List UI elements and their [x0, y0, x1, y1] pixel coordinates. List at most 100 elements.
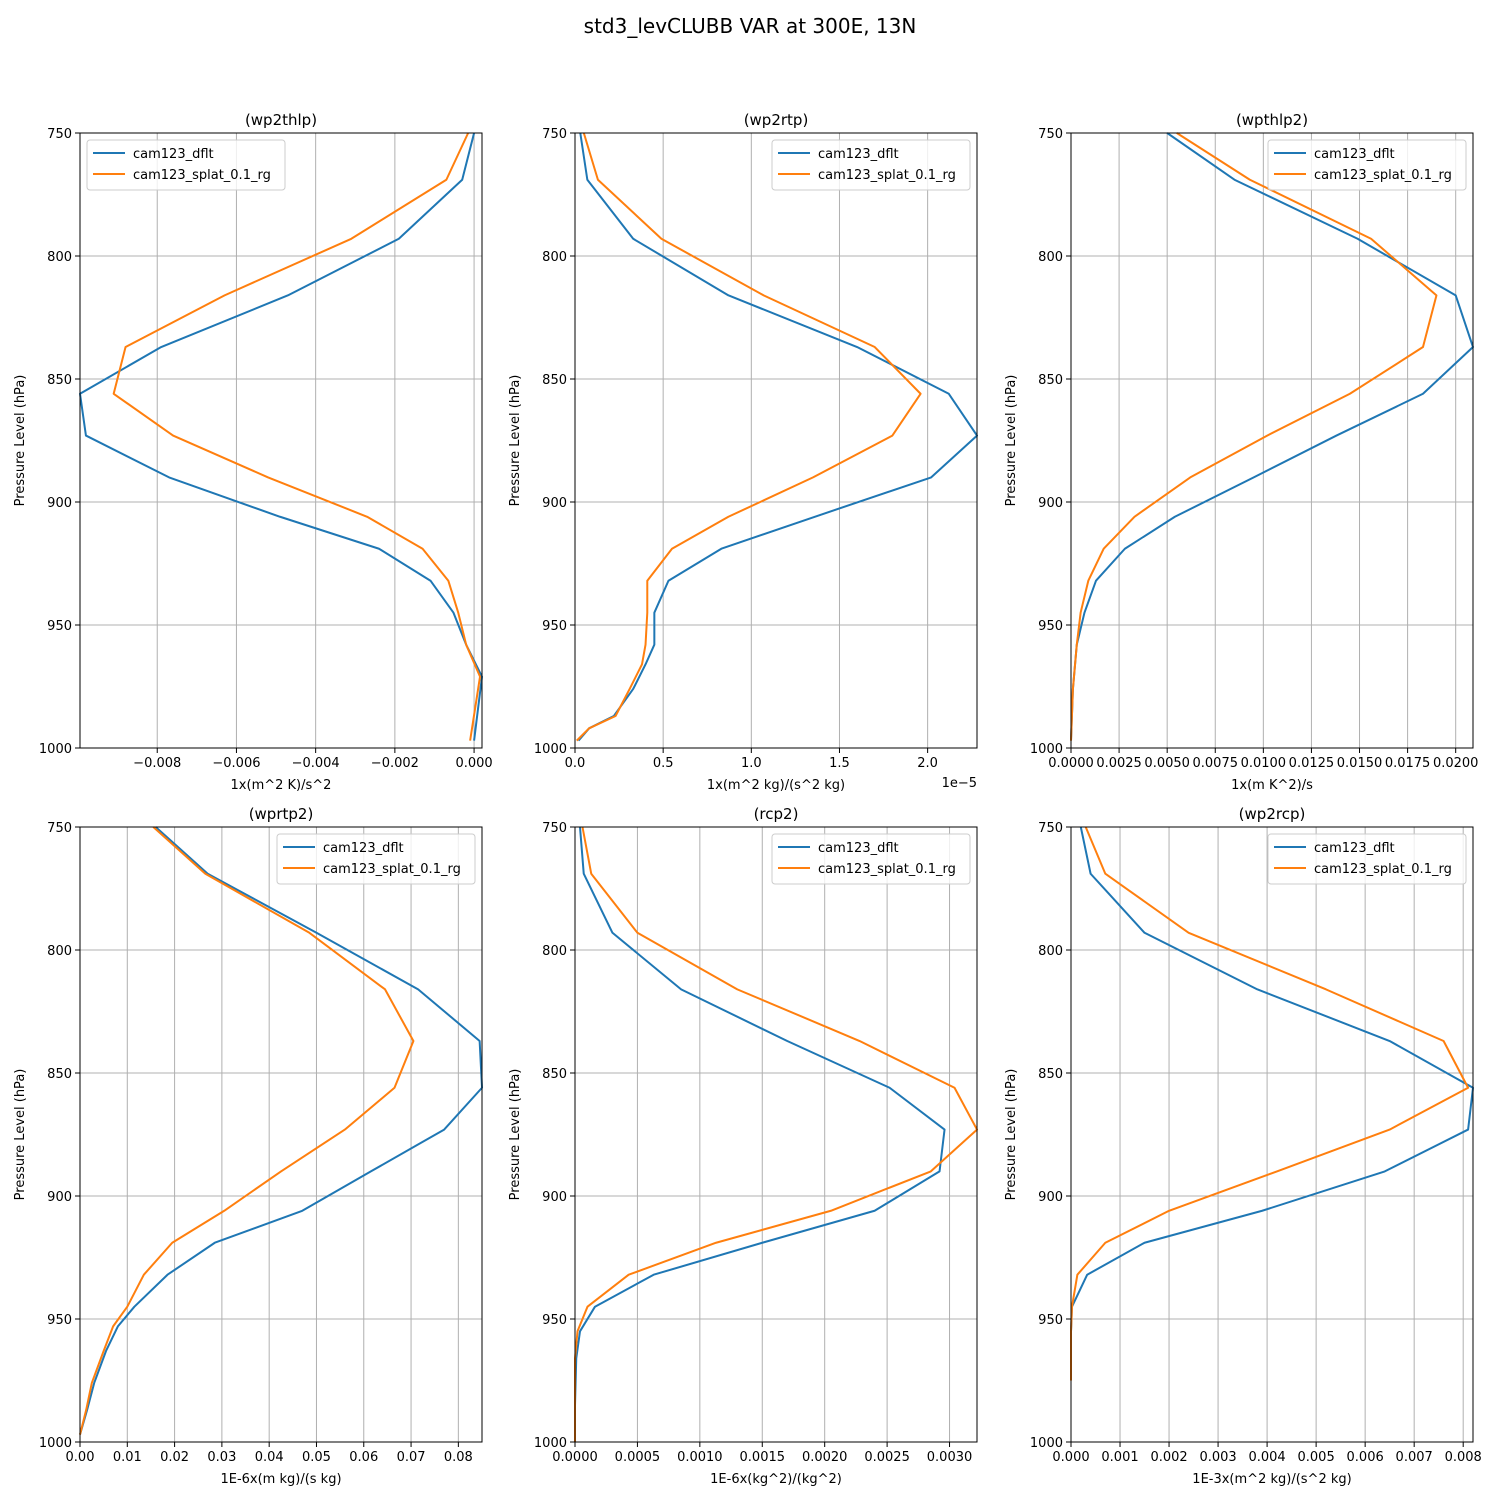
x-tick-label: 0.004: [1248, 1450, 1285, 1465]
y-tick-label: 850: [1038, 1067, 1063, 1082]
x-tick-label: 0.01: [113, 1450, 142, 1465]
x-tick-label: 0.0030: [927, 1450, 973, 1465]
y-tick-label: 900: [542, 496, 567, 511]
y-tick-label: 750: [47, 821, 72, 836]
y-tick-label: 950: [542, 1313, 567, 1328]
x-tick-label: 0.0: [565, 756, 586, 771]
x-tick-label: −0.002: [371, 756, 419, 771]
x-tick-label: 0.05: [302, 1450, 331, 1465]
x-tick-label: 0.0025: [864, 1450, 910, 1465]
x-tick-label: 0.06: [349, 1450, 378, 1465]
y-tick-label: 850: [542, 1067, 567, 1082]
series-line-dflt: [1070, 826, 1474, 1381]
legend-label: cam123_splat_0.1_rg: [323, 862, 461, 877]
legend-label: cam123_dflt: [133, 147, 214, 162]
y-tick-label: 750: [542, 821, 567, 836]
legend-box: [86, 139, 286, 191]
x-tick-label: 1.0: [741, 756, 762, 771]
y-tick-label: 750: [1038, 127, 1063, 142]
y-tick-label: 850: [47, 373, 72, 388]
y-axis-label: Pressure Level (hPa): [1004, 375, 1019, 507]
y-tick-label: 800: [542, 944, 567, 959]
x-tick-label: 0.0200: [1433, 756, 1479, 771]
x-tick-label: 0.03: [207, 1450, 236, 1465]
legend-box: [1267, 139, 1467, 191]
y-tick-label: 850: [1038, 373, 1063, 388]
figure-title: std3_levCLUBB VAR at 300E, 13N: [583, 14, 917, 38]
subplot-6: 0.000 0.001 0.002 0.003 0.004 0.005 0.006 0.007…: [1004, 805, 1482, 1487]
x-tick-label: 0.04: [255, 1450, 284, 1465]
subplot-1: −0.008 −0.006 −0.004 −0.002 0.000 750 800 850 90…: [13, 111, 493, 793]
x-tick-label: 0.08: [444, 1450, 473, 1465]
y-tick-label: 800: [1038, 944, 1063, 959]
legend-label: cam123_dflt: [323, 841, 404, 856]
y-tick-label: 850: [47, 1067, 72, 1082]
y-tick-label: 800: [47, 250, 72, 265]
subplot-title: (wpthlp2): [1236, 111, 1308, 129]
y-tick-label: 800: [542, 250, 567, 265]
subplot-title: (wprtp2): [249, 805, 314, 823]
x-tick-label: 0.0015: [740, 1450, 786, 1465]
x-tick-label: 0.0025: [1096, 756, 1142, 771]
series-line-splat: [112, 132, 482, 741]
legend-label: cam123_dflt: [1314, 841, 1395, 856]
legend-label: cam123_splat_0.1_rg: [1314, 862, 1452, 877]
legend-label: cam123_splat_0.1_rg: [818, 862, 956, 877]
legend-box: [771, 139, 971, 191]
y-axis-label: Pressure Level (hPa): [1004, 1069, 1019, 1201]
x-tick-label: 0.0010: [677, 1450, 723, 1465]
subplot-title: (rcp2): [754, 805, 799, 823]
subplot-3: 0.0000 0.0025 0.0050 0.0075 0.0100 0.0125 0.01…: [1004, 111, 1478, 793]
series-line-splat: [1070, 132, 1438, 741]
x-tick-label: 0.02: [160, 1450, 189, 1465]
axes-frame: [1070, 826, 1474, 1443]
x-axis-label: 1x(m K^2)/s: [1231, 778, 1313, 793]
legend-label: cam123_splat_0.1_rg: [818, 168, 956, 183]
x-tick-label: 0.0000: [552, 1450, 598, 1465]
x-tick-label: −0.008: [133, 756, 181, 771]
x-tick-label: 0.07: [397, 1450, 426, 1465]
series-line-dflt: [79, 826, 483, 1435]
y-tick-label: 1000: [39, 742, 72, 757]
axes-frame: [574, 132, 978, 749]
legend-box: [771, 833, 971, 885]
y-tick-label: 750: [47, 127, 72, 142]
x-tick-label: 0.007: [1396, 1450, 1433, 1465]
x-tick-label: −0.004: [292, 756, 340, 771]
legend-label: cam123_splat_0.1_rg: [133, 168, 271, 183]
y-tick-label: 900: [1038, 496, 1063, 511]
y-tick-label: 900: [47, 1190, 72, 1205]
x-tick-label: 0.5: [653, 756, 674, 771]
x-axis-label: 1x(m^2 K)/s^2: [231, 778, 332, 793]
x-tick-label: −0.006: [212, 756, 260, 771]
series-line-dflt: [1070, 132, 1474, 741]
series-line-dflt: [574, 826, 946, 1442]
x-tick-label: 0.0150: [1337, 756, 1383, 771]
y-axis-label: Pressure Level (hPa): [508, 1069, 523, 1201]
x-tick-label: 0.001: [1101, 1450, 1138, 1465]
subplot-title: (wp2rcp): [1239, 805, 1306, 823]
series-line-splat: [576, 132, 922, 742]
legend-label: cam123_splat_0.1_rg: [1314, 168, 1452, 183]
y-tick-label: 1000: [1030, 742, 1063, 757]
x-tick-label: 0.0005: [615, 1450, 661, 1465]
y-tick-label: 900: [47, 496, 72, 511]
y-tick-label: 950: [47, 619, 72, 634]
x-tick-label: 1.5: [829, 756, 850, 771]
subplot-title: (wp2rtp): [744, 111, 809, 129]
x-axis-label: 1x(m^2 kg)/(s^2 kg): [707, 778, 845, 793]
y-tick-label: 750: [1038, 821, 1063, 836]
y-tick-label: 950: [542, 619, 567, 634]
y-tick-label: 900: [1038, 1190, 1063, 1205]
x-axis-label: 1E-6x(kg^2)/(kg^2): [710, 1472, 842, 1487]
x-tick-label: 0.000: [1052, 1450, 1089, 1465]
legend-label: cam123_dflt: [818, 147, 899, 162]
axes-frame: [79, 132, 483, 749]
legend-label: cam123_dflt: [1314, 147, 1395, 162]
subplot-4: 0.00 0.01 0.02 0.03 0.04 0.05 0.06 0.07 0.08 750 8…: [13, 805, 483, 1487]
y-tick-label: 950: [47, 1313, 72, 1328]
subplot-2: 0.0 0.5 1.0 1.5 2.0 750 800 850 900 950 1000 (wp2rt…: [508, 111, 978, 793]
legend-box: [1267, 833, 1467, 885]
